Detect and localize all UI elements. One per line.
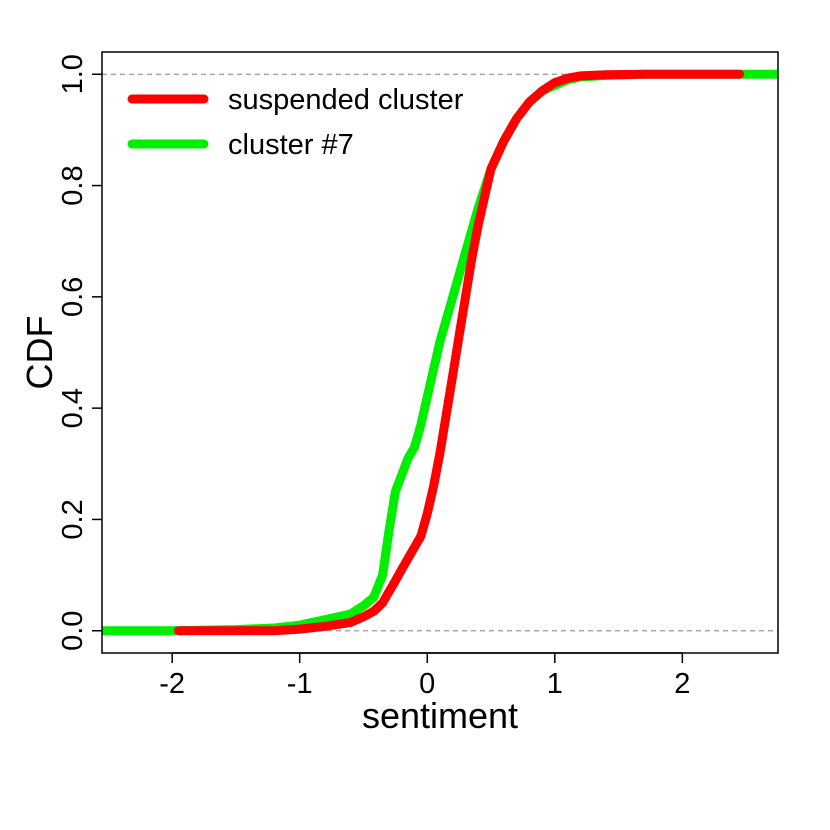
x-axis-title: sentiment	[362, 695, 518, 736]
legend-label: suspended cluster	[228, 84, 464, 116]
x-tick-label: 2	[674, 668, 690, 700]
series-layer	[102, 69, 778, 636]
x-tick-label: -2	[159, 668, 185, 700]
y-tick-label: 0.2	[57, 499, 89, 539]
x-tick-label: 0	[419, 668, 435, 700]
y-tick-label: 1.0	[57, 54, 89, 94]
legend: suspended cluster cluster #7	[127, 84, 464, 161]
y-tick-label: 0.0	[57, 611, 89, 651]
series-line-cluster-7	[102, 69, 778, 636]
y-tick-label: 0.8	[57, 165, 89, 205]
x-axis: -2 -1 0 1 2	[159, 652, 690, 700]
y-tick-label: 0.4	[57, 388, 89, 428]
legend-label: cluster #7	[228, 129, 354, 161]
y-axis-title: CDF	[19, 316, 60, 390]
x-tick-label: 1	[547, 668, 563, 700]
x-tick-label: -1	[287, 668, 313, 700]
series-line-suspended-cluster	[174, 69, 745, 636]
y-axis: 0.0 0.2 0.4 0.6 0.8 1.0	[57, 54, 102, 651]
y-tick-label: 0.6	[57, 277, 89, 317]
